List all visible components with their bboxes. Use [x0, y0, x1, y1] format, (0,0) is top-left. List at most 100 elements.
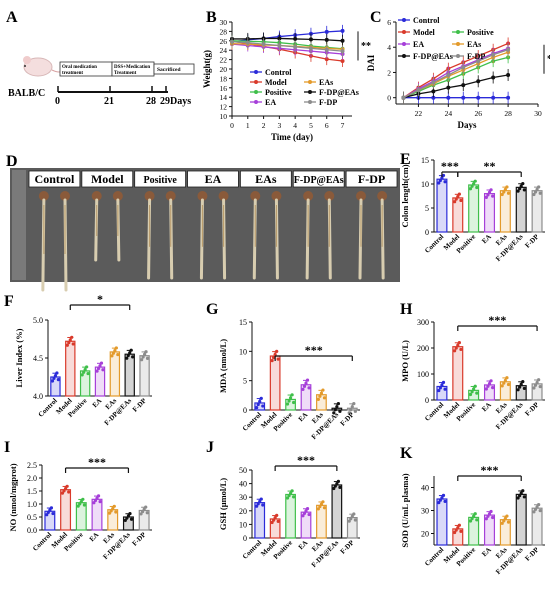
- y-tick-label: 10: [220, 112, 228, 121]
- data-point: [49, 506, 54, 510]
- data-point: [440, 383, 444, 387]
- data-point: [318, 504, 322, 509]
- bar-Control: [436, 178, 448, 233]
- y-axis-label: MDA (nmol/L): [218, 339, 228, 393]
- bar-F-DP@EAs: [515, 186, 527, 233]
- data-point: [505, 514, 509, 518]
- data-point: [340, 49, 345, 54]
- mouse-icon: [23, 56, 65, 77]
- data-point: [522, 188, 526, 192]
- series-line-Positive: [403, 56, 509, 99]
- data-point: [321, 388, 325, 392]
- data-point: [491, 75, 496, 80]
- legend-label: Model: [413, 28, 436, 37]
- photo-group-label: Positive: [143, 175, 177, 186]
- data-point: [336, 402, 340, 406]
- data-point: [98, 499, 102, 504]
- y-tick-label: 0.0: [27, 526, 37, 535]
- photo-group-box: [28, 170, 81, 188]
- data-point: [287, 494, 291, 498]
- data-point: [431, 95, 436, 100]
- data-point: [55, 371, 59, 375]
- panel-label-c: C: [370, 9, 382, 26]
- data-point: [307, 386, 311, 390]
- x-tick-label: 7: [341, 121, 345, 130]
- data-point: [113, 348, 117, 353]
- legend-label: EA: [413, 40, 424, 49]
- panel-label-d: D: [6, 153, 18, 170]
- legend-marker: [254, 80, 258, 84]
- significance-label: ***: [305, 343, 323, 357]
- data-point: [489, 509, 493, 514]
- bar-Model: [452, 346, 464, 401]
- data-point: [293, 36, 298, 41]
- bar-EAs: [499, 190, 511, 233]
- colon-cecum: [165, 191, 176, 201]
- data-point: [533, 190, 538, 194]
- animal-label: BALB/C: [8, 88, 45, 99]
- colon-cecum: [356, 191, 366, 201]
- data-point: [129, 517, 134, 521]
- data-point: [322, 396, 327, 400]
- data-point: [446, 95, 451, 100]
- data-point: [79, 499, 83, 504]
- data-point: [437, 501, 441, 505]
- data-point: [114, 510, 118, 514]
- data-point: [532, 510, 536, 514]
- dss-treatment-label-2: Treatment: [114, 71, 137, 76]
- data-point: [521, 181, 525, 186]
- x-tick-label: EA: [480, 546, 493, 559]
- data-point: [502, 381, 506, 385]
- significance-label: ***: [488, 313, 506, 327]
- data-point: [505, 185, 509, 189]
- y-tick-label: 5: [243, 377, 247, 386]
- legend-label: F-DP: [319, 98, 337, 107]
- data-point: [81, 497, 85, 501]
- panel-label-j: J: [206, 439, 214, 456]
- data-point: [111, 506, 115, 511]
- x-tick-label: 3: [277, 121, 281, 130]
- data-point: [506, 382, 511, 387]
- y-tick-label: 16: [220, 84, 228, 93]
- data-point: [516, 388, 520, 392]
- data-point: [128, 511, 132, 516]
- data-point: [258, 499, 262, 504]
- x-tick-label: 28: [504, 109, 512, 118]
- bar-EA: [483, 193, 496, 233]
- data-point: [338, 409, 342, 413]
- legend-marker: [456, 54, 460, 58]
- y-tick-label: 2.5: [27, 461, 37, 470]
- y-tick-label: 1.5: [27, 487, 37, 496]
- colon-cecum: [91, 191, 102, 201]
- x-tick-label: 0: [230, 121, 234, 130]
- series-line-EA: [403, 47, 509, 99]
- data-point: [145, 511, 149, 515]
- data-point: [107, 511, 112, 515]
- data-point: [475, 185, 479, 190]
- data-point: [333, 408, 337, 412]
- data-point: [62, 489, 66, 493]
- data-point: [468, 392, 473, 397]
- data-point: [491, 95, 496, 100]
- data-point: [141, 355, 145, 359]
- x-tick-label: EA: [297, 539, 310, 552]
- x-tick-label: F-DP: [524, 232, 541, 249]
- data-point: [468, 187, 473, 191]
- bar-Positive: [285, 493, 296, 539]
- data-point: [324, 37, 329, 42]
- data-point: [82, 370, 86, 374]
- data-point: [347, 411, 351, 415]
- data-point: [324, 57, 329, 62]
- x-tick-label: F-DP: [131, 396, 148, 413]
- data-point: [301, 514, 305, 518]
- x-tick-label: Control: [423, 546, 445, 568]
- bar-Control: [436, 498, 448, 546]
- legend-label: F-DP@EAs: [319, 88, 359, 97]
- data-point: [93, 498, 98, 503]
- data-point: [340, 28, 345, 33]
- data-point: [461, 65, 466, 70]
- data-point: [349, 517, 353, 521]
- y-axis-label: Liver Index (%): [14, 328, 24, 387]
- data-point: [83, 367, 87, 372]
- data-point: [489, 379, 493, 383]
